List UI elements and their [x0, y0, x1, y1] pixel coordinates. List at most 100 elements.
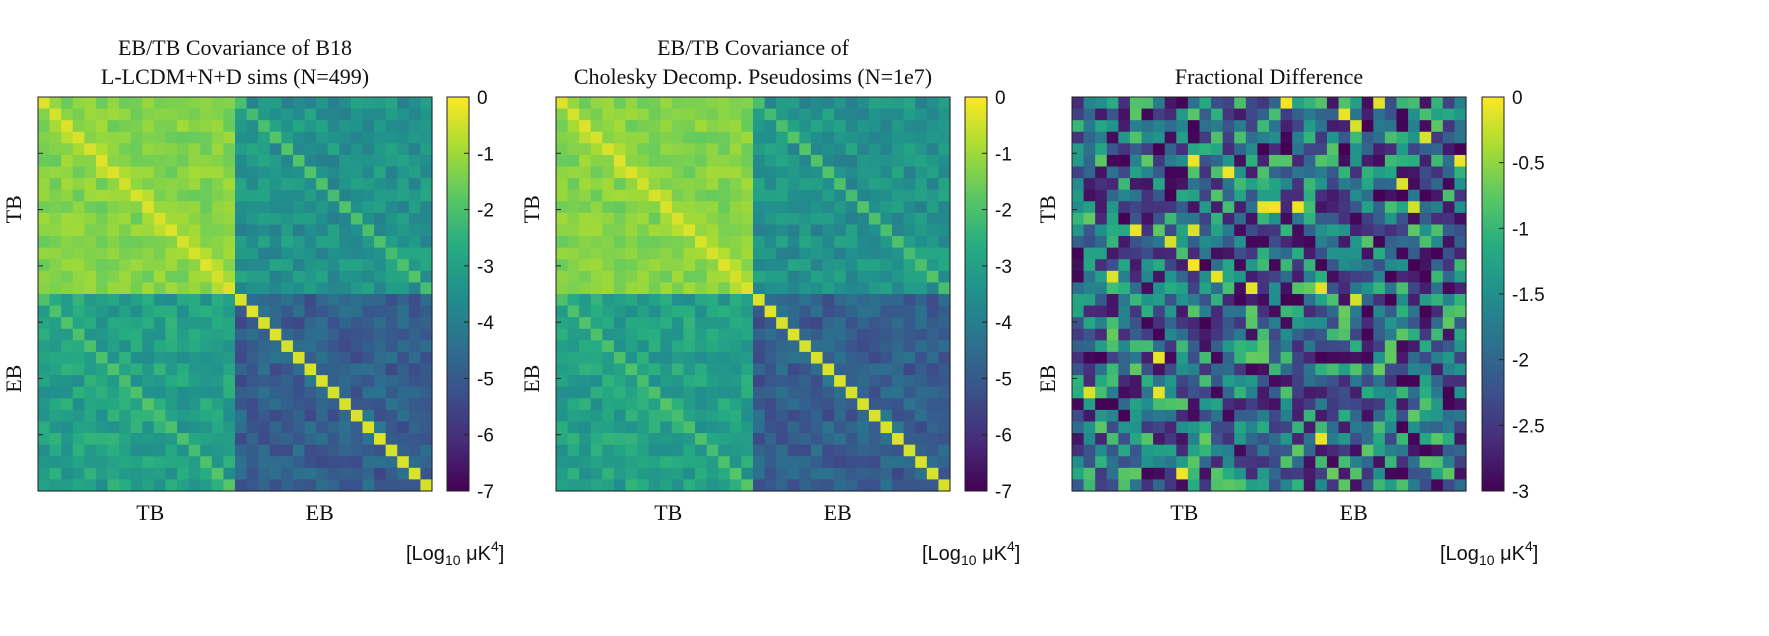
heatmap-cell: [1106, 131, 1119, 144]
heatmap-cell: [316, 166, 329, 179]
heatmap-cell: [834, 398, 847, 411]
heatmap-cell: [880, 467, 893, 481]
heatmap-cell: [38, 351, 51, 365]
heatmap-cell: [845, 363, 858, 376]
heatmap-cell: [374, 178, 387, 191]
heatmap-cell: [590, 409, 603, 423]
heatmap-cell: [1269, 398, 1282, 411]
heatmap-cell: [915, 201, 928, 214]
heatmap-cell: [408, 131, 422, 144]
heatmap-cell: [269, 375, 282, 388]
heatmap-cell: [1211, 120, 1224, 133]
heatmap-cell: [223, 479, 236, 492]
heatmap-cell: [1454, 259, 1467, 272]
heatmap-cell: [625, 189, 638, 202]
heatmap-cell: [938, 236, 951, 249]
heatmap-cell: [397, 456, 410, 469]
heatmap-cell: [1408, 131, 1421, 144]
heatmap-cell: [177, 247, 190, 260]
heatmap-cell: [1442, 467, 1456, 481]
heatmap-cell: [857, 456, 870, 469]
heatmap-cell: [165, 386, 178, 399]
heatmap-cell: [362, 340, 375, 353]
heatmap-cell: [1269, 178, 1282, 191]
heatmap-cell: [1454, 317, 1467, 330]
heatmap-cell: [845, 259, 858, 272]
heatmap-cell: [764, 467, 777, 481]
heatmap-cell: [1106, 363, 1119, 376]
heatmap-cell: [1326, 398, 1340, 411]
heatmap-cell: [408, 189, 422, 202]
heatmap-cell: [915, 363, 928, 376]
heatmap-cell: [741, 247, 754, 260]
heatmap-cell: [926, 282, 940, 295]
heatmap-cell: [258, 467, 271, 481]
heatmap-cell: [741, 282, 754, 295]
heatmap-cell: [1303, 456, 1316, 469]
heatmap-cell: [153, 294, 167, 307]
heatmap-cell: [1419, 236, 1432, 249]
heatmap-cell: [1072, 259, 1085, 272]
heatmap-cell: [49, 131, 62, 144]
heatmap-cell: [72, 328, 85, 341]
heatmap-cell: [729, 189, 743, 202]
heatmap-cell: [1384, 178, 1398, 191]
heatmap-cell: [602, 224, 615, 237]
heatmap-cell: [1419, 247, 1432, 260]
heatmap-cell: [729, 97, 743, 110]
heatmap-cell: [590, 282, 603, 295]
heatmap-cell: [235, 351, 248, 365]
heatmap-cell: [1153, 97, 1166, 110]
heatmap-cell: [362, 212, 375, 226]
heatmap-cell: [235, 143, 248, 156]
heatmap-cell: [177, 224, 190, 237]
heatmap-cell: [200, 247, 213, 260]
heatmap-cell: [556, 433, 569, 446]
heatmap-cell: [142, 398, 155, 411]
heatmap-cell: [1083, 363, 1096, 376]
heatmap-cell: [706, 97, 719, 110]
heatmap-cell: [1164, 166, 1177, 179]
heatmap-cell: [590, 108, 603, 121]
heatmap-cell: [718, 340, 731, 353]
heatmap-cell: [258, 224, 271, 237]
heatmap-cell: [1095, 409, 1108, 423]
heatmap-cell: [1292, 386, 1305, 399]
heatmap-cell: [84, 120, 97, 133]
heatmap-cell: [1338, 386, 1351, 399]
heatmap-cell: [1454, 467, 1467, 481]
heatmap-cell: [1095, 328, 1108, 341]
heatmap-cell: [246, 97, 259, 110]
heatmap-cell: [683, 166, 696, 179]
heatmap-cell: [1315, 456, 1328, 469]
heatmap-cell: [223, 375, 236, 388]
heatmap-cell: [119, 398, 132, 411]
heatmap-cell: [1164, 224, 1177, 237]
heatmap-cell: [397, 444, 410, 457]
heatmap-cell: [49, 178, 62, 191]
heatmap-cell: [339, 270, 352, 284]
heatmap-cell: [1118, 236, 1131, 249]
heatmap-cell: [1164, 212, 1177, 226]
heatmap-cell: [648, 421, 661, 434]
heatmap-cell: [420, 236, 433, 249]
heatmap-cell: [374, 328, 387, 341]
heatmap-cell: [1083, 143, 1096, 156]
heatmap-cell: [1211, 433, 1224, 446]
heatmap-cell: [49, 294, 62, 307]
heatmap-cell: [1361, 201, 1374, 214]
heatmap-cell: [834, 189, 847, 202]
heatmap-cell: [1083, 131, 1096, 144]
heatmap-cell: [648, 456, 661, 469]
heatmap-cell: [1222, 131, 1235, 144]
heatmap-cell: [327, 479, 340, 492]
heatmap-cell: [95, 386, 109, 399]
heatmap-cell: [165, 259, 178, 272]
heatmap-cell: [327, 97, 340, 110]
heatmap-cell: [556, 456, 569, 469]
heatmap-cell: [1222, 143, 1235, 156]
heatmap-cell: [1419, 479, 1432, 492]
colorbar-unit-label: [Log10 μK4]: [1440, 538, 1538, 568]
heatmap-cell: [1234, 224, 1247, 237]
heatmap-cell: [1176, 386, 1189, 399]
